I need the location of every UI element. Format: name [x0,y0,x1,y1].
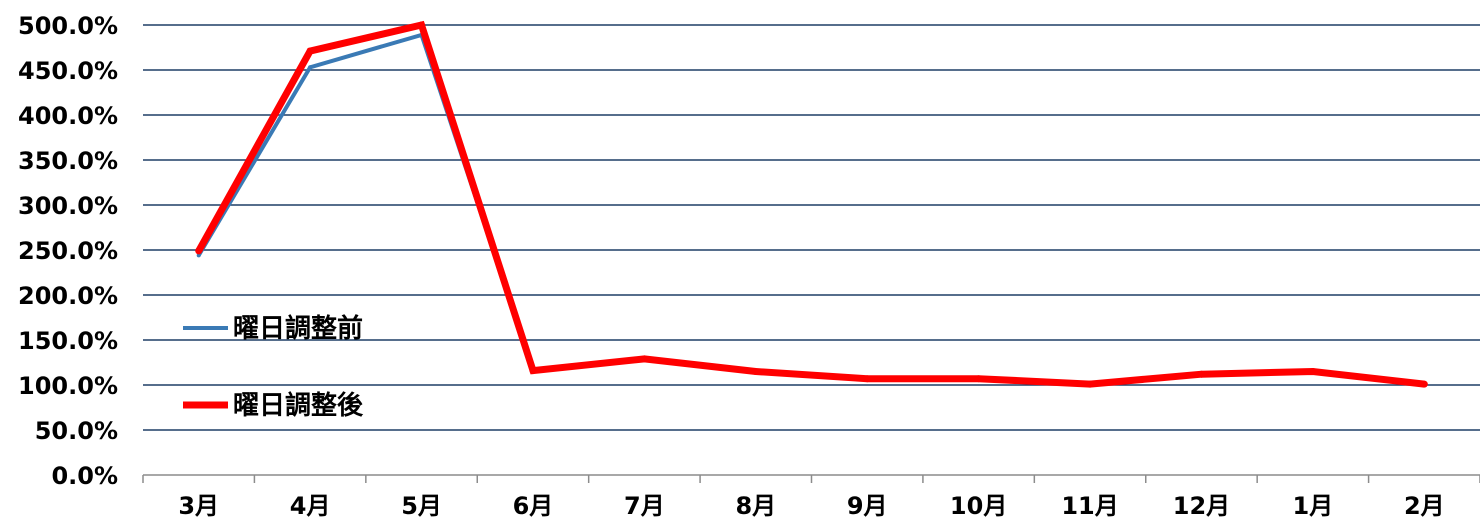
x-tick-label: 10月 [950,492,1007,520]
x-tick-label: 2月 [1404,492,1445,520]
y-tick-label: 350.0% [18,147,118,175]
y-tick-label: 500.0% [18,12,118,40]
x-tick-label: 5月 [401,492,442,520]
y-tick-label: 250.0% [18,237,118,265]
data-point [863,375,871,383]
legend-label-after: 曜日調整後 [233,390,364,421]
y-axis: 0.0% 50.0% 100.0% 150.0% 200.0% 250.0% 300.0% 3… [18,12,118,490]
data-point [975,375,983,383]
data-point [195,247,203,255]
y-tick-label: 150.0% [18,327,118,355]
x-tick-label: 6月 [513,492,554,520]
x-tick-label: 7月 [624,492,665,520]
x-tick-label: 4月 [290,492,331,520]
data-point [1309,368,1317,375]
x-tick-label: 8月 [735,492,776,520]
x-axis: 3月 4月 5月 6月 7月 8月 9月 10月 11月 12月 1月 2月 [142,474,1480,520]
y-tick-label: 50.0% [35,417,118,445]
x-tick-label: 3月 [178,492,219,520]
legend: 曜日調整前 曜日調整後 [183,313,364,421]
x-tick-label: 12月 [1173,492,1230,520]
data-point [1086,380,1094,388]
data-point [640,355,648,363]
data-point [1420,380,1428,388]
legend-label-before: 曜日調整前 [233,313,363,344]
y-tick-label: 400.0% [18,102,118,130]
gridlines [143,24,1480,431]
series-line-2 [195,20,1425,388]
y-tick-label: 0.0% [51,462,118,490]
y-tick-label: 100.0% [18,372,118,400]
data-point [418,21,426,29]
data-point [529,367,537,375]
series-line-1 [196,32,1425,387]
y-tick-label: 200.0% [18,282,118,310]
y-tick-label: 450.0% [18,57,118,85]
data-point [306,47,314,55]
x-tick-label: 1月 [1293,492,1334,520]
data-point [196,253,201,258]
series-layer [195,20,1428,388]
data-point [308,65,313,70]
y-tick-label: 300.0% [18,192,118,220]
data-point [752,368,760,375]
x-tick-label: 11月 [1061,492,1118,520]
x-tick-label: 9月 [847,492,888,520]
data-point [1197,370,1205,378]
